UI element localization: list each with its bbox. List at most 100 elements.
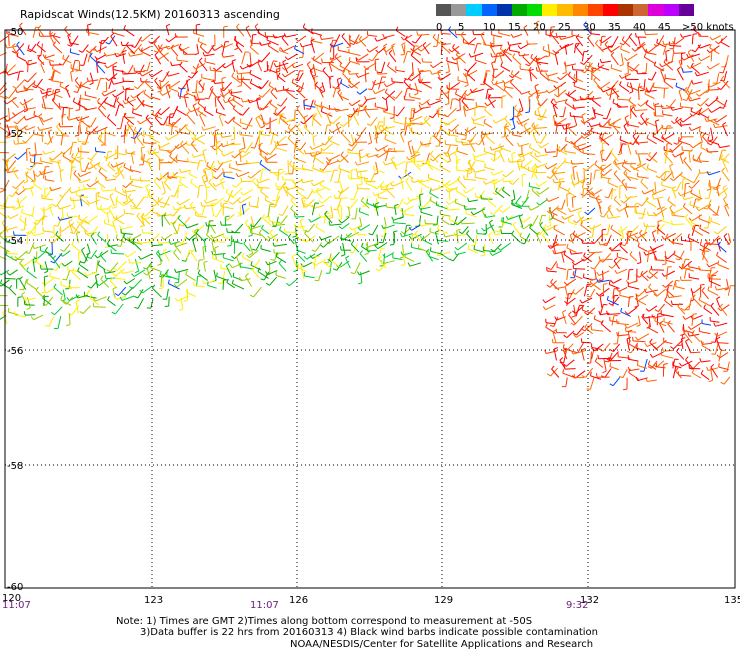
- wind-barb: [193, 134, 206, 141]
- wind-barb: [555, 123, 558, 135]
- wind-barb-flag: [494, 230, 500, 233]
- wind-barb: [699, 107, 710, 115]
- wind-barb: [0, 189, 7, 193]
- wind-barb-flag: [80, 170, 86, 173]
- wind-barb: [419, 71, 421, 83]
- wind-barb: [609, 88, 613, 100]
- wind-barb: [707, 199, 712, 210]
- wind-barb-flag: [310, 38, 315, 42]
- wind-barb: [374, 190, 387, 197]
- wind-barb: [672, 223, 685, 226]
- wind-barb: [432, 61, 443, 69]
- wind-barb: [553, 348, 557, 361]
- wind-barb-flag: [247, 98, 251, 103]
- wind-barb: [312, 136, 315, 146]
- wind-barb-flag: [489, 42, 494, 46]
- wind-barb: [463, 106, 466, 117]
- wind-barb-flag: [205, 168, 210, 171]
- wind-barb: [603, 358, 607, 372]
- wind-barb: [146, 267, 151, 280]
- wind-barb-flag: [608, 302, 613, 306]
- wind-barb: [440, 121, 451, 126]
- wind-barb-flag: [146, 265, 151, 269]
- wind-barb-flag: [644, 89, 647, 95]
- wind-barb: [722, 161, 729, 173]
- wind-barb: [375, 133, 378, 144]
- wind-barb: [300, 266, 305, 280]
- wind-barb: [703, 307, 713, 315]
- wind-barb-flag: [461, 97, 465, 102]
- wind-barb-flag: [707, 86, 710, 91]
- wind-barb: [432, 154, 441, 162]
- wind-barb: [350, 108, 359, 118]
- wind-barb-flag: [139, 289, 144, 294]
- wind-barb: [565, 63, 577, 67]
- wind-barb-flag: [273, 249, 275, 254]
- wind-barb-flag: [198, 57, 203, 62]
- wind-barb: [692, 361, 701, 370]
- wind-barb: [141, 33, 152, 42]
- wind-barb: [625, 330, 637, 333]
- wind-barb: [700, 98, 709, 107]
- wind-barb: [420, 82, 433, 89]
- wind-barb: [302, 168, 314, 172]
- wind-barb: [619, 143, 623, 154]
- wind-barb-flag: [404, 252, 407, 258]
- wind-barb: [637, 365, 648, 369]
- wind-barb: [609, 320, 620, 323]
- wind-barb: [22, 98, 34, 106]
- wind-barb-flag: [664, 296, 668, 301]
- wind-barb-flag: [558, 145, 561, 150]
- wind-barb: [232, 120, 242, 128]
- wind-barb: [232, 187, 243, 198]
- wind-barb: [548, 196, 560, 202]
- wind-barb-flag: [599, 294, 605, 297]
- wind-barb: [612, 295, 615, 307]
- wind-barb-flag: [655, 119, 660, 122]
- wind-barb-flag: [318, 236, 322, 241]
- wind-barb-flag: [588, 225, 592, 230]
- wind-barb: [359, 270, 370, 276]
- wind-barb-flag: [480, 31, 485, 36]
- wind-barb: [222, 236, 235, 242]
- wind-barb: [41, 216, 44, 226]
- wind-barb-flag: [722, 185, 727, 189]
- wind-barb: [628, 36, 638, 47]
- wind-barb-flag: [531, 164, 536, 169]
- wind-barb-flag: [435, 201, 438, 206]
- wind-barb-flag: [404, 35, 408, 40]
- wind-barb-flag: [327, 258, 332, 262]
- wind-barb: [637, 176, 649, 179]
- wind-barb: [249, 60, 260, 68]
- wind-barb-flag: [68, 218, 73, 222]
- wind-barb: [702, 136, 710, 145]
- wind-barb: [19, 195, 28, 204]
- wind-barb: [457, 179, 467, 189]
- wind-barb: [653, 188, 666, 195]
- wind-barb-flag: [413, 150, 418, 153]
- wind-barb: [662, 127, 673, 130]
- wind-barb: [402, 252, 413, 256]
- wind-barb-flag: [156, 250, 160, 254]
- wind-barb-flag: [134, 86, 138, 90]
- wind-barb-flag: [184, 93, 189, 96]
- wind-barb: [15, 179, 25, 190]
- wind-barb: [473, 43, 478, 54]
- wind-barb-flag: [595, 292, 600, 297]
- wind-barb-flag: [14, 124, 17, 129]
- wind-barb: [222, 88, 233, 98]
- wind-barb: [82, 44, 89, 53]
- wind-barb-flag: [629, 91, 634, 94]
- wind-barb-flag: [473, 245, 475, 250]
- wind-barb-flag: [428, 115, 433, 119]
- wind-barb: [575, 216, 585, 224]
- wind-barb-flag: [491, 80, 494, 85]
- wind-barb: [154, 80, 162, 90]
- wind-barb-flag: [42, 54, 46, 59]
- wind-barb: [187, 161, 199, 164]
- wind-barb: [710, 220, 721, 226]
- wind-barb: [134, 258, 140, 272]
- wind-barb-flag: [446, 84, 448, 89]
- wind-barb: [612, 288, 615, 299]
- wind-barb: [643, 79, 646, 91]
